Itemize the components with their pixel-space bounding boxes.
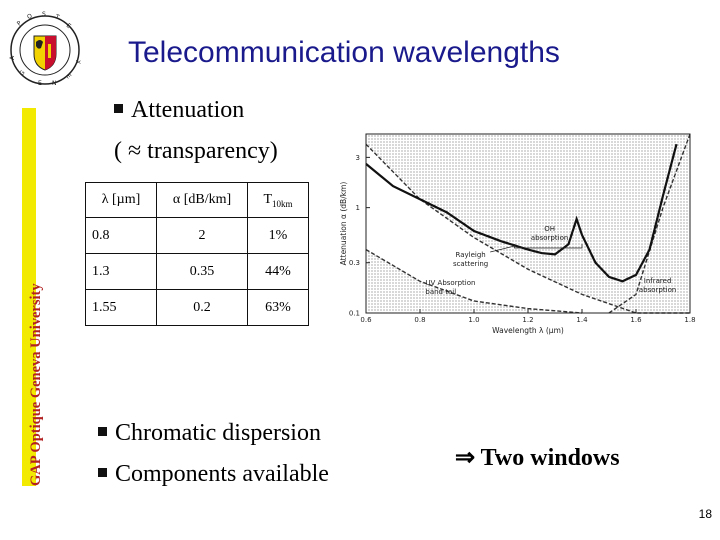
svg-text:X: X (74, 60, 81, 64)
x-tick-label: 1.0 (468, 316, 479, 324)
x-tick-label: 1.4 (576, 316, 588, 324)
x-tick-label: 0.6 (360, 316, 372, 324)
x-tick-label: 1.8 (684, 316, 695, 324)
rayleigh-annotation-label: Rayleigh (455, 251, 485, 259)
bullet-square-icon (114, 104, 123, 113)
bullet-chromatic-text: Chromatic dispersion (115, 420, 321, 446)
bullet-square-icon (98, 427, 107, 436)
svg-text:A: A (9, 55, 16, 60)
cell-transmission: 63% (247, 289, 309, 326)
header-t-label: T (263, 191, 273, 207)
transparency-note: ( ≈ transparency) (114, 138, 278, 164)
header-alpha: α [dB/km] (156, 182, 248, 218)
bullet-attenuation: Attenuation (114, 97, 244, 124)
cell-transmission: 1% (247, 217, 309, 254)
svg-text:T: T (53, 13, 60, 21)
cell-lambda: 1.55 (85, 289, 157, 326)
bullet-components-text: Components available (115, 461, 329, 487)
cell-lambda: 1.3 (85, 253, 157, 290)
header-lambda: λ [µm] (85, 182, 157, 218)
cell-alpha: 0.35 (156, 253, 248, 290)
table-row: 1.55 0.2 63% (85, 289, 309, 326)
uv-annotation-label: UV Absorption (425, 279, 475, 287)
header-transmission: T10km (247, 182, 309, 218)
svg-text:G: G (18, 69, 27, 77)
x-tick-label: 0.8 (414, 316, 425, 324)
attenuation-chart-svg: 0.6 0.8 1.0 1.2 1.4 1.6 1.8 0.1 0.3 1 3 Wavelength … (339, 133, 696, 335)
svg-text:E: E (38, 80, 42, 87)
header-t-subscript: 10km (272, 198, 293, 209)
y-axis-label: Attenuation α (dB/km) (339, 182, 348, 266)
x-axis-label: Wavelength λ (µm) (492, 326, 564, 335)
oh-annotation-label: OH (544, 225, 555, 233)
x-tick-label: 1.2 (522, 316, 533, 324)
cell-alpha: 0.2 (156, 289, 248, 326)
attenuation-plot: 0.6 0.8 1.0 1.2 1.4 1.6 1.8 0.1 0.3 1 3 Wavelength … (326, 120, 710, 345)
cell-alpha: 2 (156, 217, 248, 254)
y-tick-label: 1 (356, 204, 360, 212)
rayleigh-pointer (490, 245, 515, 253)
bullet-chromatic-dispersion: Chromatic dispersion (98, 420, 321, 447)
svg-text:P: P (16, 20, 24, 28)
cell-lambda: 0.8 (85, 217, 157, 254)
oh-annotation-label: absorption (531, 234, 568, 242)
attenuation-table: λ [µm] α [dB/km] T10km 0.8 2 1% 1.3 0.35… (85, 182, 309, 326)
y-tick-label: 0.1 (349, 310, 360, 318)
bullet-square-icon (98, 468, 107, 477)
cell-transmission: 44% (247, 253, 309, 290)
table-row: 1.3 0.35 44% (85, 253, 309, 290)
attenuation-curve (365, 143, 678, 283)
dashed-bound-line (365, 143, 690, 314)
x-tick-label: 1.6 (630, 316, 642, 324)
svg-text:E: E (65, 22, 73, 30)
university-seal-logo: P O S T E A G E N E X (8, 8, 82, 100)
infrared-shaded-region (609, 134, 690, 313)
y-tick-label: 0.3 (349, 259, 360, 267)
rayleigh-shaded-region (366, 134, 690, 313)
rayleigh-annotation-label: scattering (453, 260, 488, 268)
sidebar-institution-label: GAP Optique Geneva University (28, 283, 44, 486)
infrared-annotation-label: Infrared (644, 277, 672, 285)
svg-text:O: O (26, 13, 33, 21)
y-tick-label: 3 (356, 154, 360, 162)
two-windows-conclusion: ⇒ Two windows (455, 445, 620, 471)
svg-text:N: N (52, 80, 57, 87)
dashed-bound-line (365, 248, 583, 314)
uv-annotation-label: band tail (425, 288, 456, 296)
svg-text:E: E (64, 73, 72, 81)
bullet-components: Components available (98, 461, 329, 488)
table-row: 0.8 2 1% (85, 217, 309, 254)
infrared-annotation-label: absorption (639, 286, 676, 294)
bullet-attenuation-text: Attenuation (131, 97, 245, 123)
uv-shaded-region (366, 249, 582, 313)
table-header-row: λ [µm] α [dB/km] T10km (85, 182, 309, 218)
svg-text:S: S (42, 11, 46, 18)
slide-title: Telecommunication wavelengths (128, 36, 560, 69)
page-number: 18 (698, 507, 712, 521)
sidebar-color-band (22, 108, 36, 486)
